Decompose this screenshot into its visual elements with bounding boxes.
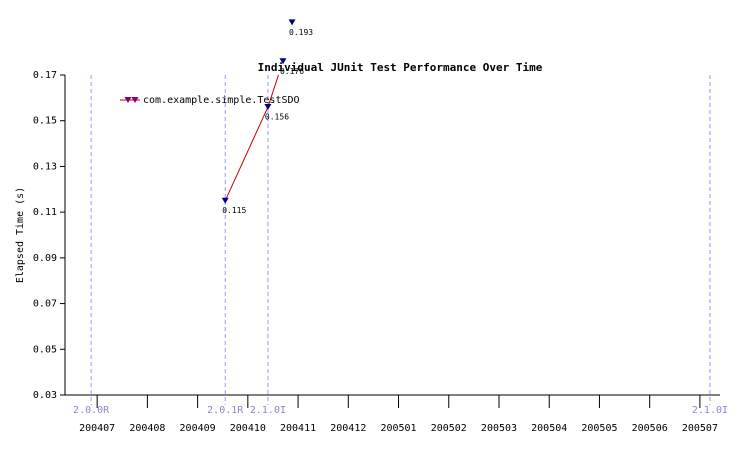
y-tick-label: 0.15: [33, 116, 57, 127]
x-tick-label: 200502: [431, 423, 467, 434]
data-label: 0.115: [222, 206, 246, 215]
version-label: 2.0.0R: [73, 405, 110, 416]
version-label: 2.1.0I: [250, 405, 286, 416]
x-tick-label: 200408: [129, 423, 165, 434]
x-tick-label: 200501: [380, 423, 416, 434]
x-tick-label: 200504: [531, 423, 567, 434]
y-tick-label: 0.05: [33, 344, 57, 355]
data-label: 0.176: [280, 67, 304, 76]
x-tick-label: 200507: [682, 423, 718, 434]
y-tick-label: 0.17: [33, 70, 57, 81]
data-point: [288, 19, 296, 26]
chart-title: Individual JUnit Test Performance Over T…: [258, 61, 543, 74]
x-tick-label: 200505: [581, 423, 617, 434]
x-tick-label: 200409: [180, 423, 216, 434]
y-tick-label: 0.03: [33, 390, 57, 401]
data-label: 0.156: [265, 113, 289, 122]
series-line: [224, 75, 280, 201]
x-tick-label: 200407: [79, 423, 115, 434]
data-label: 0.193: [289, 28, 313, 37]
y-tick-label: 0.09: [33, 253, 57, 264]
x-tick-label: 200412: [330, 423, 366, 434]
data-point: [264, 104, 272, 110]
x-tick-label: 200411: [280, 423, 316, 434]
x-tick-label: 200410: [230, 423, 266, 434]
legend-marker: [131, 97, 139, 103]
version-label: 2.0.1R: [207, 405, 244, 416]
y-tick-label: 0.07: [33, 299, 57, 310]
legend-marker: [124, 97, 132, 103]
data-point: [279, 58, 287, 65]
legend-label: com.example.simple.TestSDO: [143, 95, 300, 106]
data-point: [221, 197, 229, 204]
x-tick-label: 200503: [481, 423, 517, 434]
x-tick-label: 200506: [632, 423, 668, 434]
y-tick-label: 0.11: [33, 207, 57, 218]
y-axis-label: Elapsed Time (s): [15, 187, 26, 283]
y-tick-label: 0.13: [33, 161, 57, 172]
version-label: 2.1.0I: [692, 405, 728, 416]
